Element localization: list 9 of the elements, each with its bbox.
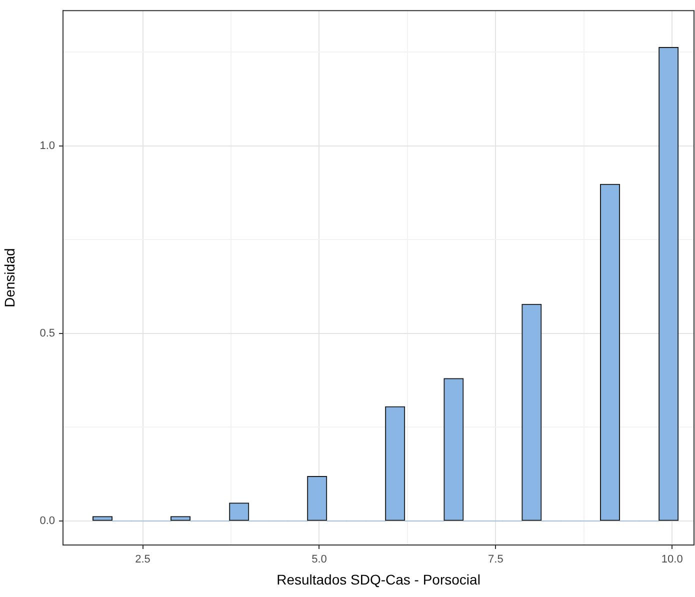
x-axis-title: Resultados SDQ-Cas - Porsocial: [276, 571, 480, 588]
x-tick-label: 7.5: [488, 554, 504, 566]
y-tick-label: 0.5: [40, 328, 55, 340]
x-tick-label: 2.5: [135, 554, 150, 566]
x-tick-label: 10.0: [661, 554, 683, 566]
y-axis-title: Densidad: [1, 248, 18, 308]
y-tick-label: 1.0: [40, 140, 55, 152]
x-tick-label: 5.0: [312, 554, 327, 566]
y-tick-label: 0.0: [40, 515, 55, 528]
